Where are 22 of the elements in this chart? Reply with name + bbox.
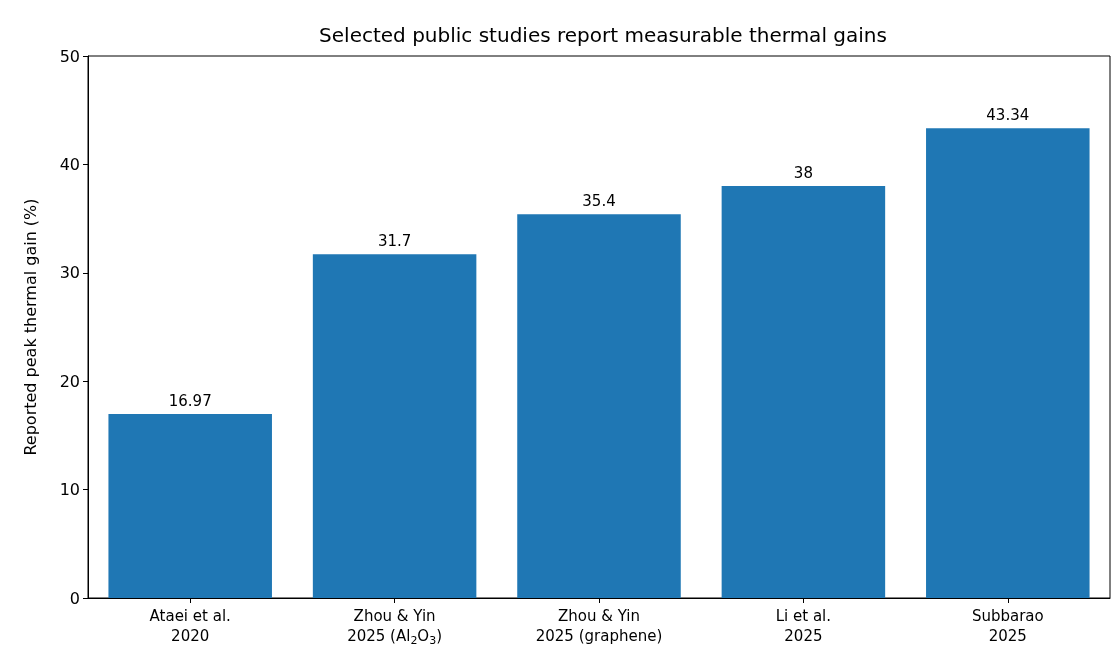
data-label: 31.7 bbox=[377, 231, 412, 250]
bar bbox=[926, 128, 1090, 598]
y-axis-title: Reported peak thermal gain (%) bbox=[20, 198, 40, 456]
bar bbox=[108, 414, 272, 598]
bar bbox=[312, 254, 477, 598]
data-label: 38 bbox=[793, 163, 813, 182]
y-tick-label: 40 bbox=[59, 154, 80, 174]
x-tick-label: Ataei et al. 2020 bbox=[149, 607, 231, 645]
data-label: 43.34 bbox=[986, 105, 1030, 124]
y-tick-label: 0 bbox=[69, 588, 80, 608]
data-label: 16.97 bbox=[168, 391, 212, 410]
y-tick-label: 20 bbox=[59, 371, 80, 391]
x-tick-label: Li et al. 2025 bbox=[775, 607, 832, 645]
bar bbox=[517, 214, 681, 598]
y-tick-label: 30 bbox=[59, 263, 80, 283]
x-tick-label: Zhou & Yin 2025 (graphene) bbox=[535, 607, 663, 645]
bar bbox=[721, 186, 886, 598]
chart-title: Selected public studies report measurable thermal gains bbox=[319, 23, 887, 47]
x-tick-label: Subbarao 2025 bbox=[971, 607, 1044, 645]
y-tick-label: 50 bbox=[59, 46, 80, 66]
y-tick-label: 10 bbox=[59, 480, 80, 500]
data-label: 35.4 bbox=[582, 191, 616, 210]
